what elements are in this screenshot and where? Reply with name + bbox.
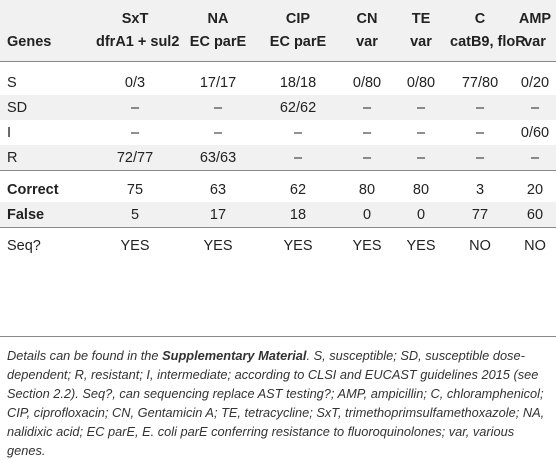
table-cell: – [396,95,446,120]
header-amp: AMP [514,0,556,30]
table-row-sd: SD – – 62/62 – – – – [0,95,556,120]
table-cell: 0 [338,202,396,228]
row-label: Correct [7,181,59,198]
table-cell: 80 [358,181,376,198]
table-cell: YES [283,238,313,254]
table-cell: 0/3 [124,74,146,91]
table-cell: – [92,95,178,120]
table-cell: – [416,124,426,141]
row-label: S [7,74,17,91]
row-label: SD [0,95,92,120]
table-cell: 80 [412,181,430,198]
gene-c: catB9, floR [446,30,526,62]
row-label: I [7,124,12,141]
table-row-i: I – – – – – – 0/60 [0,120,556,145]
ast-comparison-table: SxT NA CIP CN TE C AMP Genes dfrA1 + sul… [0,0,556,265]
table-cell: – [514,145,556,171]
table-cell: 62/62 [258,95,338,120]
table-cell: 5 [92,202,178,228]
table-cell: 63/63 [178,145,258,171]
table-cell: 60 [514,202,556,228]
gene-cip: EC parE [258,30,338,62]
footnote-bold-term: Supplementary Material [162,348,307,363]
header-row-genes: Genes dfrA1 + sul2 EC parE EC parE var v… [0,30,556,62]
header-na: NA [178,0,258,30]
table-cell: 75 [126,181,144,198]
table-row-r: R 72/77 63/63 – – – – – [0,145,556,171]
table-footnote: Details can be found in the Supplementar… [0,336,556,458]
table-cell: 0/60 [520,124,550,141]
table-cell: – [446,145,514,171]
table-cell: – [213,124,223,141]
header-te: TE [396,0,446,30]
header-row-antibiotics: SxT NA CIP CN TE C AMP [0,0,556,30]
table-cell: 0 [396,202,446,228]
table-cell: – [475,124,485,141]
table-cell: YES [406,238,436,254]
table-cell: YES [120,238,150,254]
footnote-text-rest: . S, susceptible; SD, susceptible dose-d… [7,348,545,458]
table-cell: NO [524,238,546,254]
table-row-correct: Correct 75 63 62 80 80 3 20 [0,170,556,203]
header-cn: CN [338,0,396,30]
gene-sxt: dfrA1 + sul2 [92,30,179,62]
table-cell: YES [203,238,233,254]
gene-te: var [396,30,446,62]
table-cell: NO [469,238,491,254]
table-cell: 77/80 [461,74,499,91]
table-cell: – [338,145,396,171]
table-cell: 18/18 [279,74,317,91]
table-row-false: False 5 17 18 0 0 77 60 [0,202,556,228]
table-cell: – [362,124,372,141]
header-c: C [446,0,514,30]
table-cell: YES [352,238,382,254]
row-label: Seq? [7,238,41,254]
table-cell: 18 [258,202,338,228]
table-cell: 77 [446,202,514,228]
footnote-text-start: Details can be found in the [7,348,163,363]
table-cell: 62 [289,181,307,198]
table-cell: – [396,145,446,171]
gene-cn: var [338,30,396,62]
table-cell: 17/17 [199,74,237,91]
header-cell [0,0,92,30]
row-label: R [0,145,92,171]
table-cell: 20 [526,181,544,198]
table-cell: – [258,145,338,171]
table-cell: 72/77 [92,145,178,171]
header-cip: CIP [258,0,338,30]
row-label: False [0,202,92,228]
table-cell: 3 [475,181,485,198]
table-cell: – [338,95,396,120]
table-cell: – [293,124,303,141]
table-cell: 17 [178,202,258,228]
table-cell: 0/20 [520,74,550,91]
table-row-s: S 0/3 17/17 18/18 0/80 0/80 77/80 0/20 [0,62,556,96]
gene-amp: var [514,30,556,62]
header-genes: Genes [0,30,92,62]
table-cell: – [514,95,556,120]
table-cell: – [178,95,258,120]
table-cell: 63 [209,181,227,198]
table-cell: – [130,124,140,141]
table-cell: 0/80 [406,74,436,91]
table-cell: 0/80 [352,74,382,91]
header-sxt: SxT [92,0,178,30]
table-cell: – [446,95,514,120]
table-row-seq: Seq? YES YES YES YES YES NO NO [0,227,556,265]
gene-na: EC parE [178,30,258,62]
